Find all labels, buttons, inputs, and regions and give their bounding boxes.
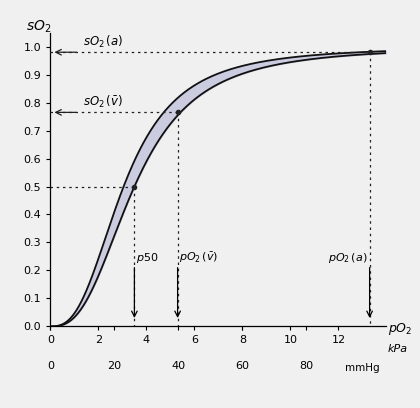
Text: mmHg: mmHg — [344, 363, 379, 373]
Text: $sO_2$: $sO_2$ — [26, 19, 51, 35]
Text: $p50$: $p50$ — [136, 251, 158, 265]
Text: $pO_2$: $pO_2$ — [388, 322, 412, 337]
Text: $sO_2\,(a)$: $sO_2\,(a)$ — [83, 34, 123, 50]
Text: $pO_2\,(\bar{v})$: $pO_2\,(\bar{v})$ — [179, 251, 218, 265]
Text: kPa: kPa — [388, 344, 408, 354]
Text: $sO_2\,(\bar{v})$: $sO_2\,(\bar{v})$ — [83, 94, 123, 110]
Text: $pO_2\,(a)$: $pO_2\,(a)$ — [328, 251, 367, 265]
